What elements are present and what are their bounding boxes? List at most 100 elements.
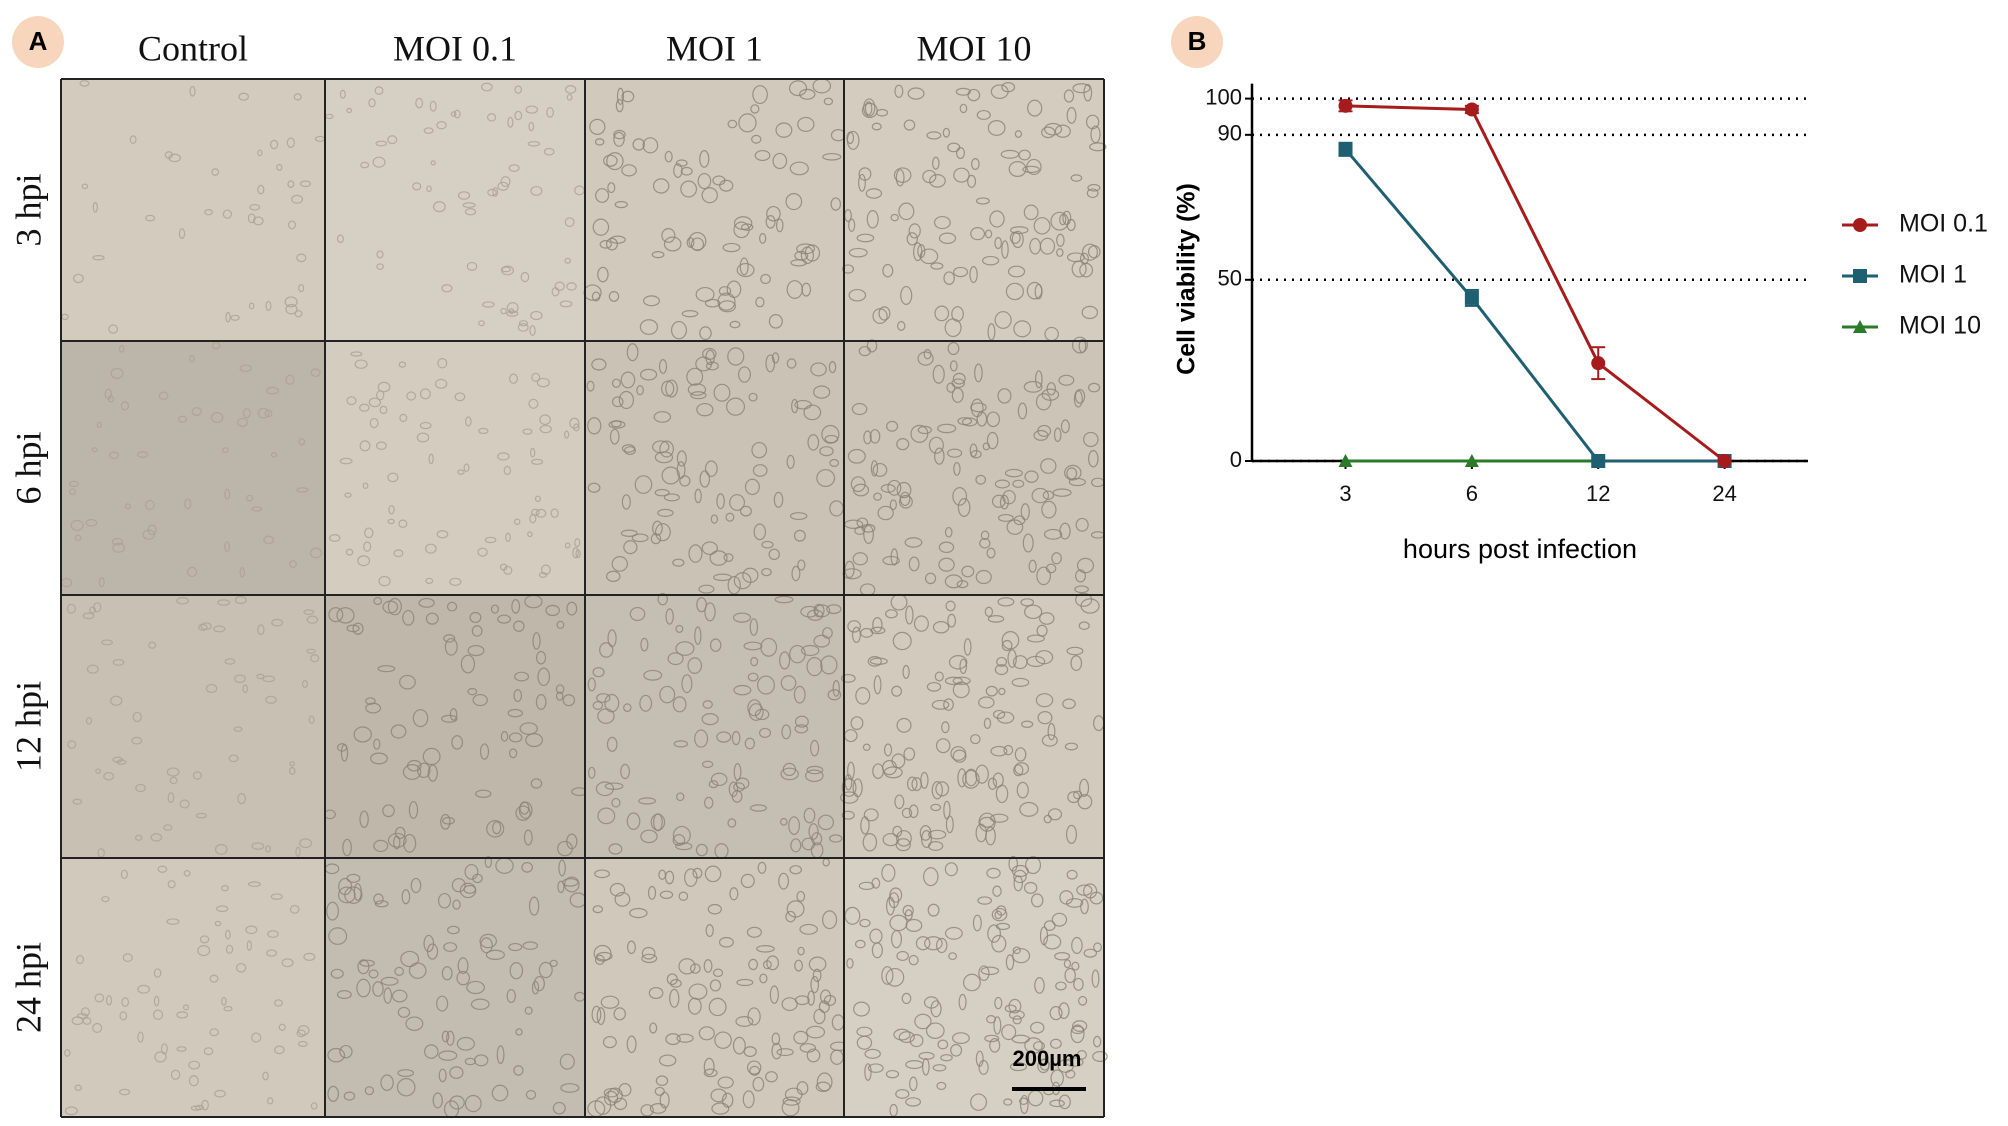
cell-texture xyxy=(975,823,987,843)
cell-texture xyxy=(265,845,272,853)
cell-texture xyxy=(211,341,221,350)
cell-texture xyxy=(716,731,732,743)
cell-texture xyxy=(705,923,714,938)
cell-texture xyxy=(695,286,715,302)
cell-texture xyxy=(479,933,498,949)
cell-texture xyxy=(901,992,912,1005)
cell-texture xyxy=(137,451,148,458)
cell-texture xyxy=(106,995,113,1006)
cell-texture xyxy=(1087,245,1101,259)
cell-texture xyxy=(851,626,861,644)
cell-texture xyxy=(889,499,897,511)
cell-texture xyxy=(564,217,575,228)
cell-texture xyxy=(424,1044,439,1059)
cell-texture xyxy=(1007,265,1026,278)
cell-texture xyxy=(659,890,674,899)
cell-texture xyxy=(732,612,752,623)
cell-texture xyxy=(550,508,559,518)
cell-texture xyxy=(1049,1006,1063,1021)
cell-texture xyxy=(807,434,820,451)
cell-texture xyxy=(245,494,254,502)
cell-texture xyxy=(774,595,794,604)
panel-badge xyxy=(1171,16,1223,68)
cell-texture xyxy=(829,458,840,467)
cell-texture xyxy=(881,966,894,985)
cell-texture xyxy=(799,88,816,100)
cell-texture xyxy=(1054,124,1071,138)
cell-texture xyxy=(950,1043,963,1057)
cell-texture xyxy=(408,962,427,979)
cell-texture xyxy=(529,325,536,336)
cell-texture xyxy=(96,421,102,429)
cell-texture xyxy=(1001,82,1016,93)
cell-texture xyxy=(873,492,882,501)
cell-texture xyxy=(329,534,341,542)
cell-texture xyxy=(262,1071,269,1081)
cell-texture xyxy=(623,540,638,555)
cell-texture xyxy=(1091,969,1100,988)
cell-texture xyxy=(963,638,972,656)
cell-texture xyxy=(530,508,540,516)
cell-texture xyxy=(390,724,407,739)
cell-texture xyxy=(310,368,321,377)
chart: 0 50 90 100 3 6 12 24 hours post infection Cell v… xyxy=(1173,83,1988,564)
cell-texture xyxy=(110,367,124,379)
cell-texture xyxy=(944,926,963,940)
cell-texture xyxy=(935,781,950,797)
cell-texture xyxy=(103,771,115,781)
cell-texture xyxy=(621,444,636,453)
cell-texture xyxy=(74,1084,82,1091)
cell-texture xyxy=(1004,468,1023,478)
cell-texture xyxy=(336,607,355,624)
cell-texture xyxy=(1073,977,1084,991)
cell-texture xyxy=(672,825,691,845)
cell-texture xyxy=(781,1099,800,1117)
cell-texture xyxy=(928,436,944,454)
cell-texture xyxy=(443,634,456,643)
cell-texture xyxy=(694,488,702,504)
series-line xyxy=(1345,104,1726,463)
cell-texture xyxy=(287,180,295,188)
cell-texture xyxy=(997,388,1012,404)
cell-texture xyxy=(856,233,875,243)
cell-texture xyxy=(609,882,626,897)
cell-texture xyxy=(85,717,93,725)
cell-texture xyxy=(574,538,581,548)
cell-texture xyxy=(398,361,407,368)
cell-texture xyxy=(533,975,545,992)
cell-texture xyxy=(822,910,838,930)
cell-texture xyxy=(222,447,229,454)
cell-texture xyxy=(922,1058,930,1076)
cell-texture xyxy=(822,152,842,161)
cell-texture xyxy=(713,573,732,582)
cell-texture xyxy=(245,925,258,935)
cell-texture xyxy=(721,1092,734,1108)
cell-texture xyxy=(388,504,395,515)
cell-texture xyxy=(800,644,820,657)
cell-texture xyxy=(904,909,913,921)
cell-texture xyxy=(500,176,511,188)
cell-texture xyxy=(653,411,672,423)
cell-texture xyxy=(823,97,834,106)
cell-texture xyxy=(515,805,531,821)
y-tick-label: 90 xyxy=(1218,121,1242,146)
micrograph xyxy=(61,341,325,595)
cell-texture xyxy=(870,460,879,477)
cell-texture xyxy=(620,763,631,780)
cell-texture xyxy=(681,674,693,694)
cell-texture xyxy=(124,503,131,510)
cell-texture xyxy=(757,675,775,695)
cell-texture xyxy=(592,905,604,914)
cell-texture xyxy=(373,893,384,905)
cell-texture xyxy=(665,379,678,398)
cell-texture xyxy=(933,215,951,230)
cell-texture xyxy=(731,730,741,746)
cell-texture xyxy=(871,122,882,131)
cell-texture xyxy=(905,605,914,625)
cell-texture xyxy=(518,320,528,327)
cell-texture xyxy=(977,896,993,905)
cell-texture xyxy=(523,829,533,846)
cell-texture xyxy=(417,762,431,779)
cell-texture xyxy=(470,998,490,1010)
